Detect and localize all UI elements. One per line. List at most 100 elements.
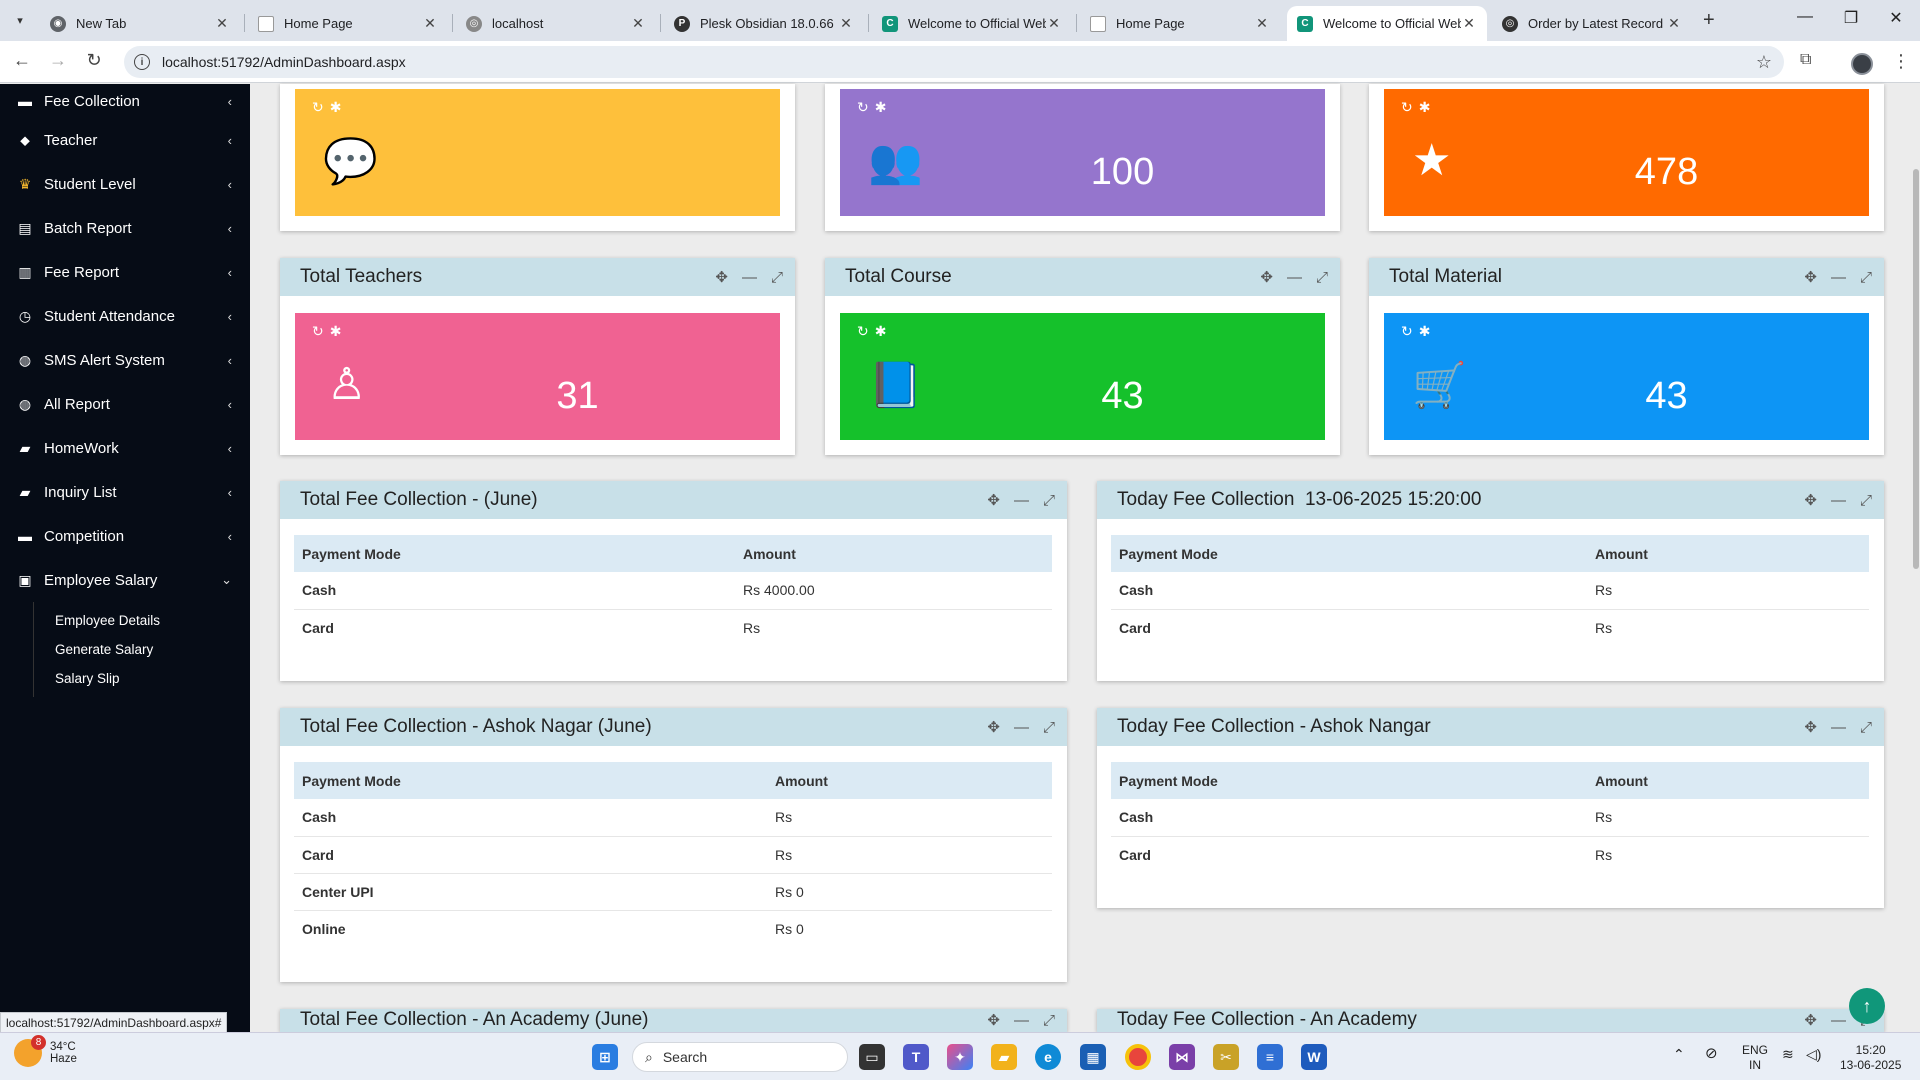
url-bar[interactable]: i localhost:51792/AdminDashboard.aspx ☆ xyxy=(124,46,1784,78)
refresh-settings-icons[interactable]: ↻✱ xyxy=(857,99,893,115)
sidebar-item-homework[interactable]: ▰ HomeWork ‹ xyxy=(0,426,250,470)
taskbar-search[interactable]: ⌕ Search xyxy=(632,1042,848,1072)
submenu-generate-salary[interactable]: Generate Salary xyxy=(55,642,154,657)
windows-start-icon[interactable]: ⊞ xyxy=(592,1044,618,1070)
teams-icon[interactable]: T xyxy=(903,1044,929,1070)
expand-icon[interactable]: ⤢ xyxy=(1315,268,1328,286)
clock[interactable]: 15:20 13-06-2025 xyxy=(1840,1043,1902,1072)
minimize-panel-icon[interactable]: — xyxy=(1013,1011,1029,1029)
minimize-panel-icon[interactable]: — xyxy=(1286,268,1302,286)
sidebar-item-fee-collection[interactable]: ▬ Fee Collection ‹ xyxy=(0,84,250,118)
sidebar-item-all-report[interactable]: ◍ All Report ‹ xyxy=(0,382,250,426)
browser-tab[interactable]: ◉ New Tab ✕ xyxy=(40,6,240,41)
close-tab-icon[interactable]: ✕ xyxy=(216,15,228,31)
sidebar-item-employee-salary[interactable]: ▣ Employee Salary ⌄ xyxy=(0,558,250,602)
sidebar-item-batch-report[interactable]: ▤ Batch Report ‹ xyxy=(0,206,250,250)
move-icon[interactable]: ✥ xyxy=(1804,1012,1817,1029)
file-explorer-icon[interactable]: ▰ xyxy=(991,1044,1017,1070)
wifi-icon[interactable]: ≋ xyxy=(1782,1046,1794,1062)
close-tab-icon[interactable]: ✕ xyxy=(1668,15,1680,31)
browser-tab[interactable]: C Welcome to Official Webs ✕ xyxy=(872,6,1072,41)
submenu-employee-details[interactable]: Employee Details xyxy=(55,613,161,628)
store-icon[interactable]: ▦ xyxy=(1080,1044,1106,1070)
close-tab-icon[interactable]: ✕ xyxy=(632,15,644,31)
refresh-settings-icons[interactable]: ↻✱ xyxy=(1401,323,1437,339)
move-icon[interactable]: ✥ xyxy=(987,492,1000,509)
browser-tab-active[interactable]: C Welcome to Official Webs ✕ xyxy=(1287,6,1487,41)
minimize-panel-icon[interactable]: — xyxy=(1830,1011,1846,1029)
bookmark-star-icon[interactable]: ☆ xyxy=(1755,51,1772,72)
task-view-icon[interactable]: ▭ xyxy=(859,1044,885,1070)
weather-widget[interactable]: 8 34°C Haze xyxy=(14,1035,77,1067)
browser-tab[interactable]: ◎ Order by Latest Record ✕ xyxy=(1492,6,1692,41)
submenu-salary-slip[interactable]: Salary Slip xyxy=(55,671,120,686)
browser-menu-icon[interactable]: ⋮ xyxy=(1892,51,1910,71)
extensions-icon[interactable]: ⧉ xyxy=(1800,51,1812,68)
volume-icon[interactable]: ◁) xyxy=(1806,1046,1822,1062)
move-icon[interactable]: ✥ xyxy=(1804,719,1817,736)
refresh-settings-icons[interactable]: ↻✱ xyxy=(857,323,893,339)
chrome-taskbar-icon[interactable] xyxy=(1125,1044,1151,1070)
expand-icon[interactable]: ⤢ xyxy=(1042,491,1055,509)
minimize-panel-icon[interactable]: — xyxy=(1830,268,1846,286)
browser-tab[interactable]: ◎ localhost ✕ xyxy=(456,6,656,41)
minimize-panel-icon[interactable]: — xyxy=(1013,491,1029,509)
profile-avatar[interactable] xyxy=(1851,53,1873,75)
snipping-tool-icon[interactable]: ✂ xyxy=(1213,1044,1239,1070)
notepad-icon[interactable]: ≡ xyxy=(1257,1044,1283,1070)
minimize-panel-icon[interactable]: — xyxy=(741,268,757,286)
tab-search-dropdown-icon[interactable]: ▾ xyxy=(17,14,23,27)
visual-studio-icon[interactable]: ⋈ xyxy=(1169,1044,1195,1070)
copilot-icon[interactable]: ✦ xyxy=(947,1044,973,1070)
expand-icon[interactable]: ⤢ xyxy=(1042,1011,1055,1029)
word-icon[interactable]: W xyxy=(1301,1044,1327,1070)
page-scrollbar[interactable] xyxy=(1912,84,1920,1032)
sidebar-item-sms-alert[interactable]: ◍ SMS Alert System ‹ xyxy=(0,338,250,382)
move-icon[interactable]: ✥ xyxy=(1804,269,1817,286)
browser-tab[interactable]: Home Page ✕ xyxy=(248,6,448,41)
sidebar-item-inquiry-list[interactable]: ▰ Inquiry List ‹ xyxy=(0,470,250,514)
browser-tab[interactable]: P Plesk Obsidian 18.0.66 ✕ xyxy=(664,6,864,41)
close-window-icon[interactable]: ✕ xyxy=(1889,10,1903,27)
network-off-icon[interactable]: ⊘ xyxy=(1705,1045,1718,1062)
move-icon[interactable]: ✥ xyxy=(987,719,1000,736)
reload-icon[interactable]: ↻ xyxy=(86,50,102,70)
restore-icon[interactable]: ❐ xyxy=(1843,10,1859,27)
tray-overflow-icon[interactable]: ⌃ xyxy=(1673,1046,1685,1062)
sidebar-item-competition[interactable]: ▬ Competition ‹ xyxy=(0,514,250,558)
expand-icon[interactable]: ⤢ xyxy=(1859,491,1872,509)
minimize-panel-icon[interactable]: — xyxy=(1013,718,1029,736)
minimize-icon[interactable]: — xyxy=(1797,8,1813,25)
expand-icon[interactable]: ⤢ xyxy=(770,268,783,286)
edge-icon[interactable]: e xyxy=(1035,1044,1061,1070)
close-tab-icon[interactable]: ✕ xyxy=(1256,15,1268,31)
sidebar-item-student-attendance[interactable]: ◷ Student Attendance ‹ xyxy=(0,294,250,338)
scroll-to-top-button[interactable]: ↑ xyxy=(1849,988,1885,1024)
close-tab-icon[interactable]: ✕ xyxy=(1463,15,1475,31)
close-tab-icon[interactable]: ✕ xyxy=(840,15,852,31)
minimize-panel-icon[interactable]: — xyxy=(1830,491,1846,509)
back-icon[interactable]: ← xyxy=(13,50,31,70)
refresh-settings-icons[interactable]: ↻✱ xyxy=(1401,99,1437,115)
browser-tab[interactable]: Home Page ✕ xyxy=(1080,6,1280,41)
move-icon[interactable]: ✥ xyxy=(1804,492,1817,509)
sidebar-item-student-level[interactable]: ♛ Student Level ‹ xyxy=(0,162,250,206)
sidebar-item-fee-report[interactable]: ▥ Fee Report ‹ xyxy=(0,250,250,294)
new-tab-icon[interactable]: + xyxy=(1703,9,1715,31)
expand-icon[interactable]: ⤢ xyxy=(1042,718,1055,736)
close-tab-icon[interactable]: ✕ xyxy=(1048,15,1060,31)
expand-icon[interactable]: ⤢ xyxy=(1859,718,1872,736)
forward-icon[interactable]: → xyxy=(49,50,67,70)
site-info-icon[interactable]: i xyxy=(134,54,150,70)
minimize-panel-icon[interactable]: — xyxy=(1830,718,1846,736)
scrollbar-thumb[interactable] xyxy=(1913,169,1919,569)
move-icon[interactable]: ✥ xyxy=(715,269,728,286)
close-tab-icon[interactable]: ✕ xyxy=(424,15,436,31)
sidebar-item-teacher[interactable]: ⬥ Teacher ‹ xyxy=(0,118,250,162)
refresh-settings-icons[interactable]: ↻✱ xyxy=(312,99,348,115)
move-icon[interactable]: ✥ xyxy=(987,1012,1000,1029)
language-indicator[interactable]: ENG IN xyxy=(1742,1043,1769,1072)
expand-icon[interactable]: ⤢ xyxy=(1859,268,1872,286)
refresh-settings-icons[interactable]: ↻✱ xyxy=(312,323,348,339)
move-icon[interactable]: ✥ xyxy=(1260,269,1273,286)
